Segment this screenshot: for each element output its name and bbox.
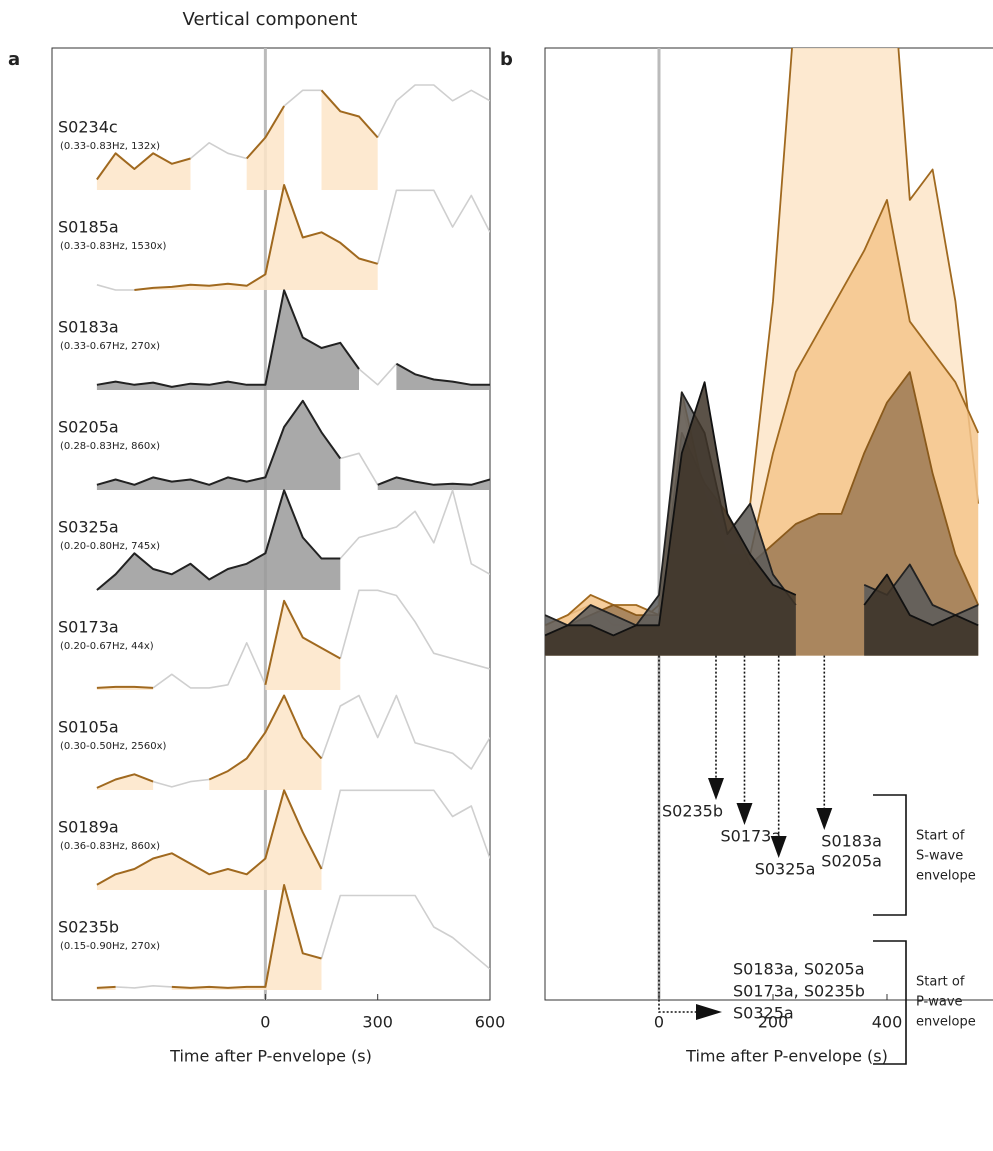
area bbox=[545, 382, 979, 656]
panel-title: Vertical component bbox=[183, 9, 358, 30]
x-tick-label: 300 bbox=[362, 1013, 393, 1032]
arrow-label: S0205a bbox=[821, 852, 882, 871]
trace-name: S0185a bbox=[58, 218, 119, 237]
arrow-head bbox=[770, 836, 787, 858]
trace-name: S0325a bbox=[58, 518, 119, 537]
x-tick-label: 200 bbox=[758, 1013, 789, 1032]
x-axis-label: Time after P-envelope (s) bbox=[169, 1047, 372, 1066]
plot-area bbox=[545, 48, 980, 1000]
trace-band: (0.20-0.80Hz, 745x) bbox=[60, 541, 160, 552]
arrow-head bbox=[696, 1004, 722, 1020]
area bbox=[545, 392, 979, 656]
line bbox=[152, 589, 490, 689]
line bbox=[96, 694, 323, 789]
panel-label: a bbox=[8, 49, 20, 70]
trace-name: S0205a bbox=[58, 418, 119, 437]
panel-label: b bbox=[500, 49, 513, 70]
area bbox=[96, 885, 322, 990]
line bbox=[189, 84, 490, 160]
trace-band: (0.33-0.83Hz, 1530x) bbox=[60, 241, 167, 252]
area bbox=[96, 290, 490, 390]
trace-band: (0.15-0.90Hz, 270x) bbox=[60, 941, 160, 952]
line bbox=[96, 399, 490, 486]
axes-frame bbox=[51, 47, 491, 1001]
trace-name: S0235b bbox=[58, 918, 119, 937]
arrow-line bbox=[658, 655, 700, 1013]
arrow-head bbox=[736, 803, 753, 825]
trace-band: (0.33-0.67Hz, 270x) bbox=[60, 341, 160, 352]
x-tick-label: 0 bbox=[654, 1013, 664, 1032]
line bbox=[320, 789, 490, 870]
line bbox=[115, 894, 490, 989]
bracket-label: Start of bbox=[916, 829, 965, 844]
trace-band: (0.30-0.50Hz, 2560x) bbox=[60, 741, 167, 752]
axes-frame bbox=[544, 47, 993, 1001]
arrow-label: S0235b bbox=[662, 802, 723, 821]
arrow-label: S0325a bbox=[733, 1004, 794, 1023]
trace-name: S0234c bbox=[58, 118, 118, 137]
area bbox=[545, 372, 979, 656]
x-tick-label: 400 bbox=[872, 1013, 903, 1032]
arrow-label: S0173a, S0235b bbox=[733, 982, 865, 1001]
bracket bbox=[873, 940, 907, 1065]
bracket-label: S-wave bbox=[916, 849, 963, 864]
trace-name: S0189a bbox=[58, 818, 119, 837]
trace-name: S0183a bbox=[58, 318, 119, 337]
arrow-label: S0183a bbox=[821, 832, 882, 851]
arrow-label: S0325a bbox=[755, 860, 816, 879]
arrow-head bbox=[816, 808, 833, 830]
area bbox=[96, 490, 341, 590]
bracket bbox=[873, 794, 907, 916]
bracket-label: Start of bbox=[916, 975, 965, 990]
line bbox=[96, 789, 323, 886]
arrow-label: S0183a, S0205a bbox=[733, 960, 865, 979]
area bbox=[96, 790, 322, 890]
x-axis-label: Time after P-envelope (s) bbox=[685, 1047, 888, 1066]
x-tick-label: 600 bbox=[475, 1013, 506, 1032]
line bbox=[339, 489, 490, 575]
line bbox=[358, 363, 397, 386]
trace-name: S0173a bbox=[58, 618, 119, 637]
line bbox=[152, 694, 490, 788]
x-tick-label: 0 bbox=[260, 1013, 270, 1032]
trace-band: (0.36-0.83Hz, 860x) bbox=[60, 841, 160, 852]
area bbox=[96, 90, 378, 190]
line bbox=[545, 381, 979, 637]
arrow-label: S0173a bbox=[720, 827, 781, 846]
arrow-head bbox=[707, 778, 724, 800]
line bbox=[96, 189, 490, 291]
trace-band: (0.20-0.67Hz, 44x) bbox=[60, 641, 154, 652]
line bbox=[545, 199, 980, 627]
bracket-label: P-wave bbox=[916, 995, 963, 1010]
line bbox=[96, 289, 490, 388]
trace-band: (0.28-0.83Hz, 860x) bbox=[60, 441, 160, 452]
line bbox=[96, 89, 379, 181]
line bbox=[340, 452, 379, 486]
line bbox=[96, 599, 341, 689]
plot-area bbox=[96, 48, 490, 1000]
line bbox=[96, 489, 341, 591]
bracket-label: envelope bbox=[916, 869, 976, 884]
bracket-label: envelope bbox=[916, 1015, 976, 1030]
area bbox=[96, 400, 490, 490]
trace-band: (0.33-0.83Hz, 132x) bbox=[60, 141, 160, 152]
area bbox=[134, 185, 378, 290]
line bbox=[134, 184, 378, 291]
line bbox=[96, 884, 322, 989]
trace-name: S0105a bbox=[58, 718, 119, 737]
area bbox=[96, 695, 322, 790]
